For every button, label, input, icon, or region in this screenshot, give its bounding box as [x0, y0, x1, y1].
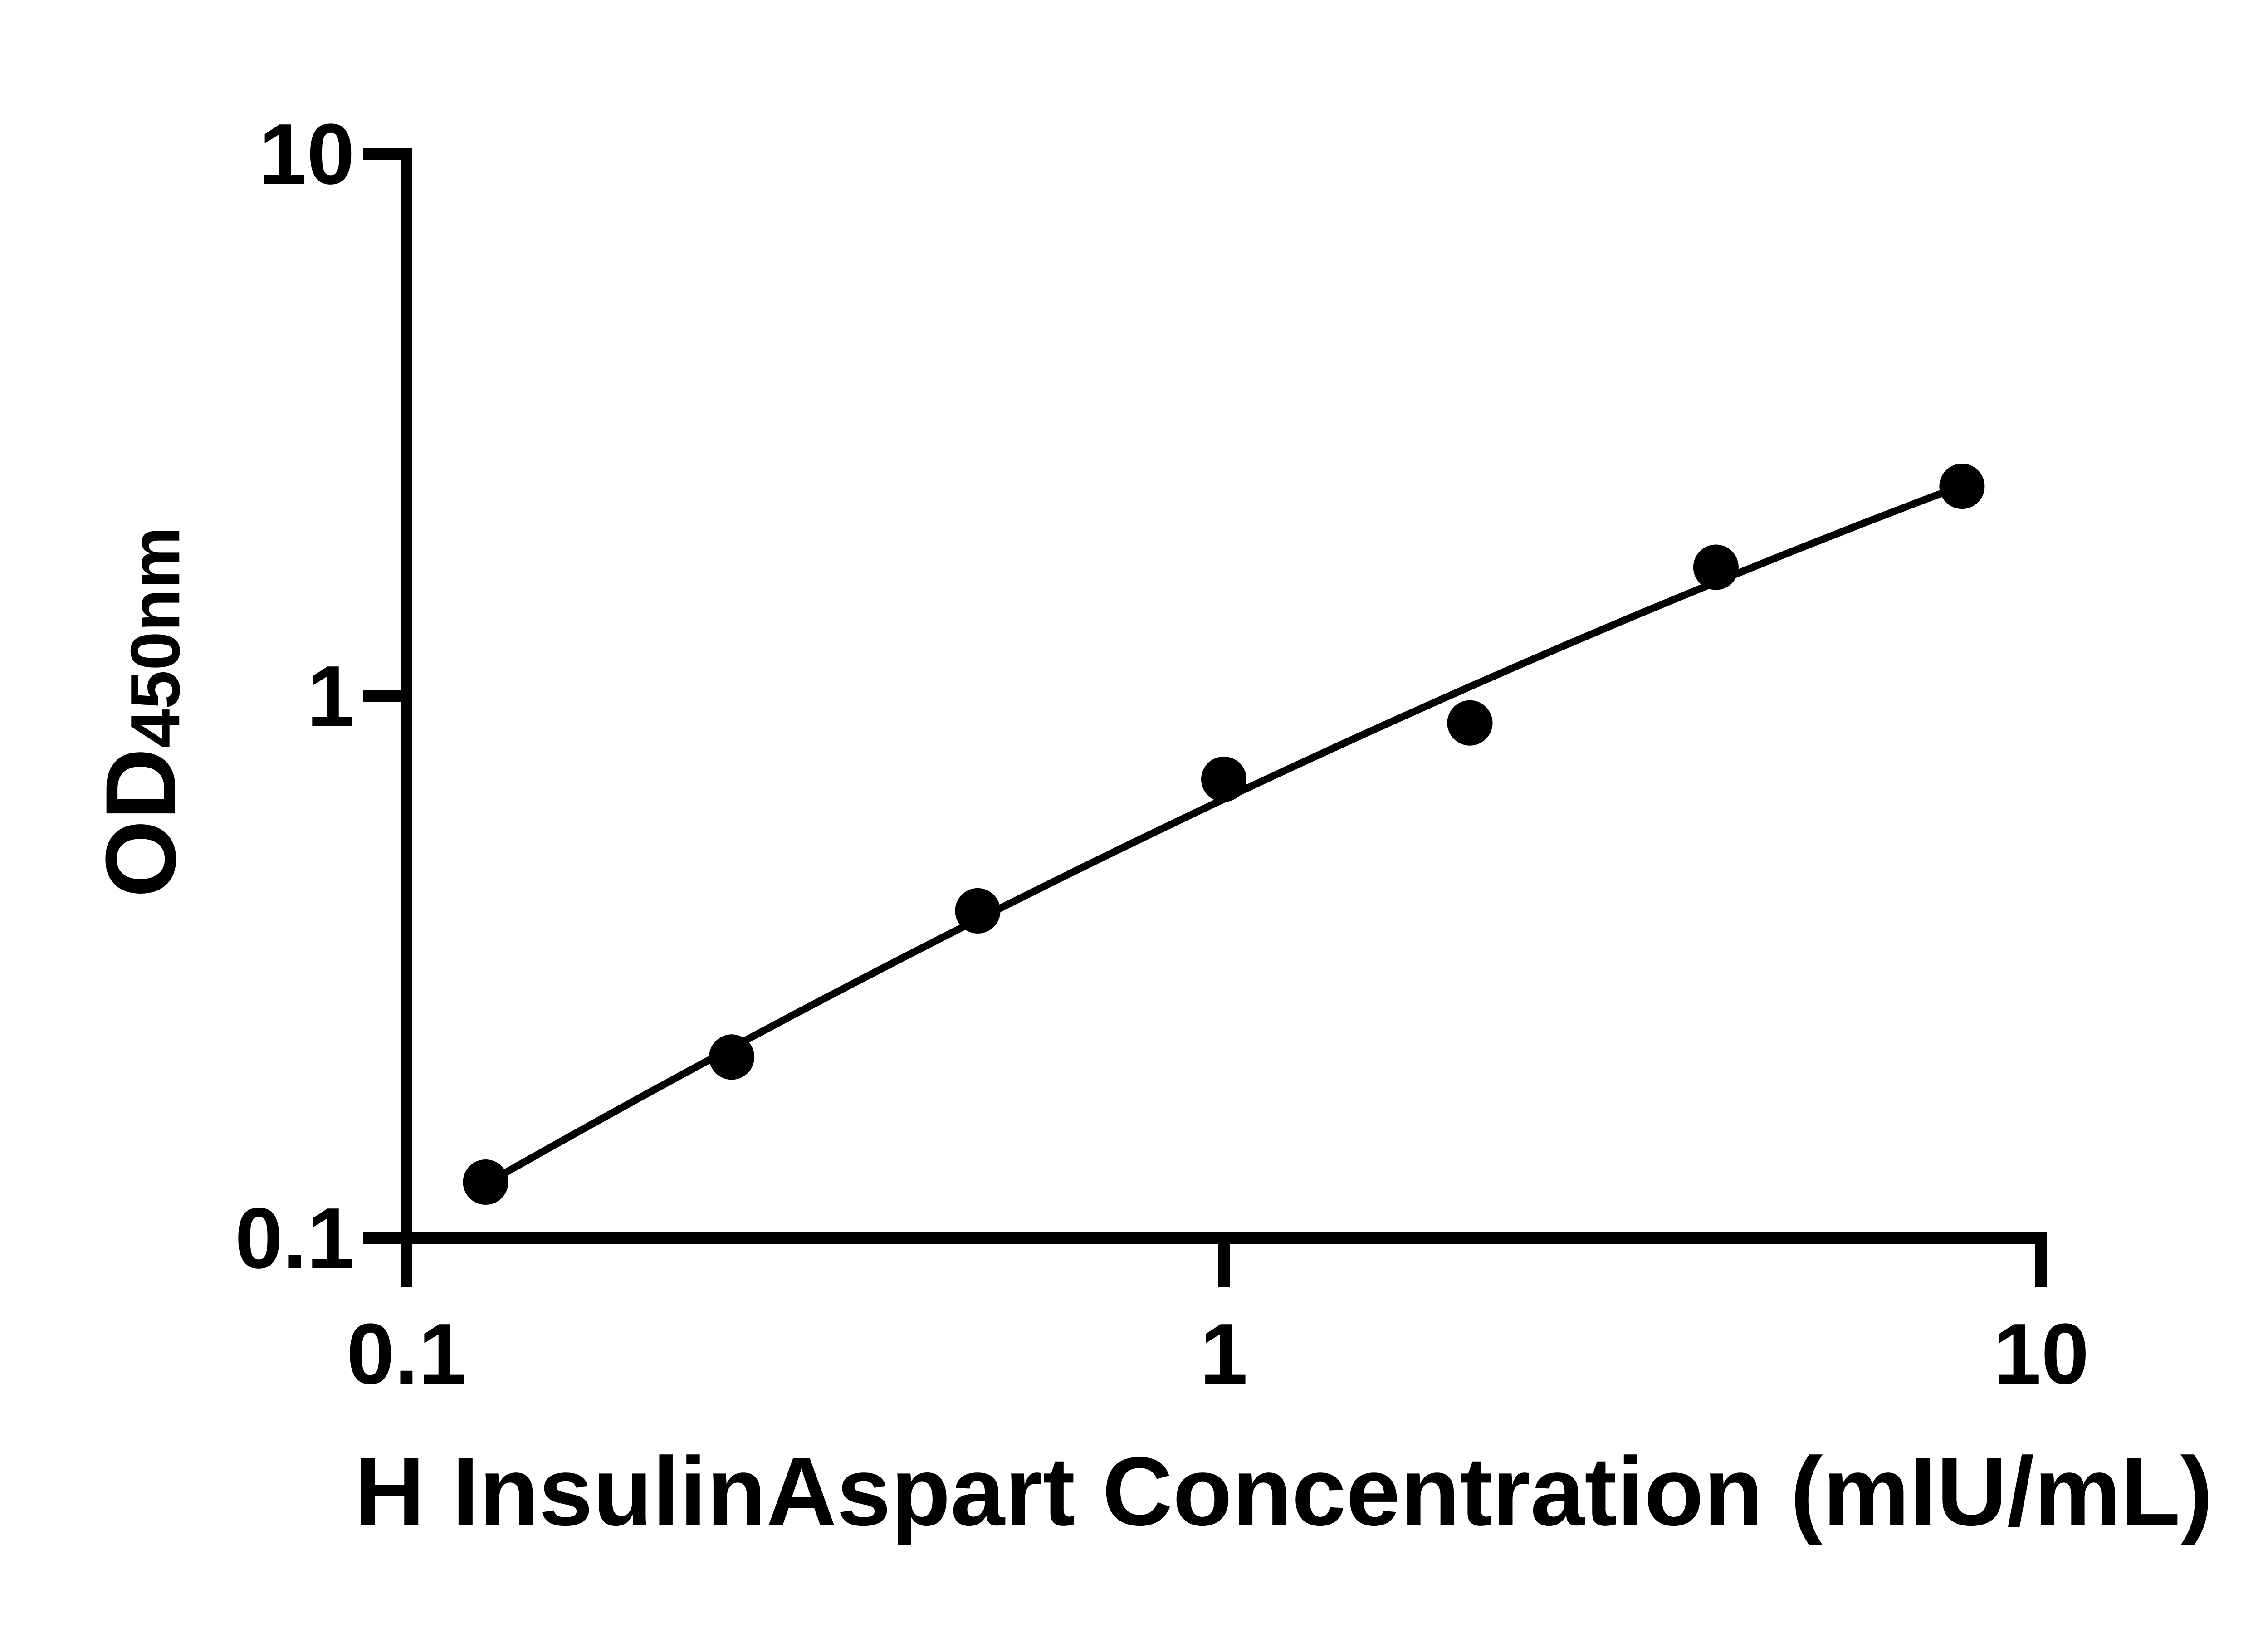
y-axis-title-base: OD: [85, 748, 196, 898]
y-tick-label-0-1: 0.1: [235, 1190, 355, 1286]
data-point: [1939, 464, 1985, 509]
y-axis-title-subscript: 450nm: [116, 527, 195, 748]
data-point: [463, 1159, 508, 1205]
y-tick-label-10: 10: [259, 106, 355, 202]
data-point: [709, 1034, 755, 1080]
x-tick-label-0-1: 0.1: [346, 1306, 467, 1402]
x-axis-title: H InsulinAspart Concentration (mIU/mL): [354, 1437, 2213, 1546]
data-point: [1447, 700, 1493, 746]
x-tick-label-10: 10: [1993, 1306, 2089, 1402]
data-point: [1693, 544, 1739, 590]
data-point: [955, 888, 1001, 934]
y-tick-label-1: 1: [307, 648, 355, 744]
y-axis-title: OD450nm: [85, 527, 196, 898]
axes: [363, 148, 2047, 1287]
fit-curve-line: [484, 482, 1964, 1187]
x-tick-label-1: 1: [1200, 1306, 1248, 1402]
data-point: [1201, 756, 1246, 802]
data-points: [463, 464, 1985, 1205]
